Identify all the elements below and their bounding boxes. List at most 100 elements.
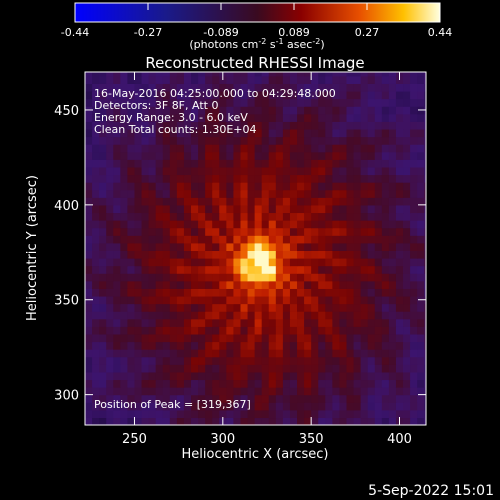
heat-cell xyxy=(240,72,249,77)
heat-cell xyxy=(381,303,390,312)
heat-cell xyxy=(254,265,263,274)
heat-cell xyxy=(297,72,305,77)
heat-cell xyxy=(346,144,355,153)
heat-cell xyxy=(325,402,333,411)
heat-cell xyxy=(176,189,185,198)
heat-cell xyxy=(148,151,157,160)
heat-cell xyxy=(268,83,277,92)
heat-cell xyxy=(304,333,312,343)
heat-cell xyxy=(155,113,164,122)
heat-cell xyxy=(233,280,242,289)
heat-cell xyxy=(134,98,143,107)
heat-cell xyxy=(318,265,326,274)
heat-cell xyxy=(205,364,213,373)
heat-cell xyxy=(282,349,291,358)
heat-cell xyxy=(134,371,143,381)
heat-cell xyxy=(169,265,178,274)
heat-cell xyxy=(141,75,150,84)
heat-cell xyxy=(169,151,178,160)
heat-cell xyxy=(162,265,171,274)
heat-cell xyxy=(198,371,206,381)
heat-cell xyxy=(205,98,213,107)
heat-cell xyxy=(381,349,390,358)
heat-cell xyxy=(254,90,263,100)
heat-cell xyxy=(233,387,242,396)
heat-cell xyxy=(169,303,178,312)
heat-cell xyxy=(113,349,121,358)
heat-cell xyxy=(99,273,107,282)
heat-cell xyxy=(205,212,213,221)
heat-cell xyxy=(346,303,355,312)
heat-cell xyxy=(148,288,157,297)
heat-cell xyxy=(176,174,185,183)
heat-cell xyxy=(148,174,157,183)
heat-cell xyxy=(106,121,114,130)
heat-cell xyxy=(360,151,369,160)
heat-cell xyxy=(275,409,284,419)
heat-cell xyxy=(85,341,93,350)
heat-cell xyxy=(120,364,129,373)
heat-cell xyxy=(247,151,256,160)
heat-cell xyxy=(127,394,136,403)
heat-cell xyxy=(268,333,277,343)
heat-cell xyxy=(417,159,425,168)
heat-cell xyxy=(254,394,263,403)
heat-cell xyxy=(106,189,114,198)
heat-cell xyxy=(134,402,143,411)
heat-cell xyxy=(120,303,129,312)
heat-cell xyxy=(424,394,426,403)
heat-cell xyxy=(141,273,150,282)
heat-cell xyxy=(134,288,143,297)
y-tick-label: 450 xyxy=(54,104,79,119)
heat-cell xyxy=(106,311,114,320)
heat-cell xyxy=(318,136,326,145)
heat-cell xyxy=(141,402,150,411)
heat-cell xyxy=(254,333,263,343)
heat-cell xyxy=(261,288,270,297)
heat-cell xyxy=(240,326,249,335)
heat-cell xyxy=(346,295,355,305)
heat-cell xyxy=(360,136,369,145)
heat-cell xyxy=(233,242,242,251)
heat-cell xyxy=(282,151,291,160)
heat-cell xyxy=(360,387,369,396)
heat-cell xyxy=(381,387,390,396)
heat-cell xyxy=(233,235,242,244)
heat-cell xyxy=(99,311,107,320)
heat-cell xyxy=(92,136,100,145)
heat-cell xyxy=(233,197,242,206)
heat-cell xyxy=(289,113,298,122)
heat-cell xyxy=(148,371,157,381)
heat-cell xyxy=(353,288,362,297)
heat-cell xyxy=(219,220,227,229)
heat-cell xyxy=(381,257,390,267)
heat-cell xyxy=(395,174,404,183)
heat-cell xyxy=(403,212,411,221)
heat-cell xyxy=(134,128,143,138)
heat-cell xyxy=(297,227,305,236)
heat-cell xyxy=(240,151,249,160)
heat-cell xyxy=(219,379,227,388)
heat-cell xyxy=(155,295,164,305)
heat-cell xyxy=(289,265,298,274)
heat-cell xyxy=(212,128,220,138)
heat-cell xyxy=(395,128,404,138)
heat-cell xyxy=(318,341,326,350)
heat-cell xyxy=(297,235,305,244)
heat-cell xyxy=(318,151,326,160)
heat-cell xyxy=(92,83,100,92)
heat-cell xyxy=(275,128,284,138)
heat-cell xyxy=(268,235,277,244)
heat-cell xyxy=(275,394,284,403)
heat-cell xyxy=(275,75,284,84)
heat-cell xyxy=(198,220,206,229)
heat-cell xyxy=(304,356,312,365)
heat-cell xyxy=(127,83,136,92)
heat-cell xyxy=(311,379,319,388)
heat-cell xyxy=(226,402,235,411)
heat-cell xyxy=(254,151,263,160)
heat-cell xyxy=(410,75,418,84)
heat-cell xyxy=(332,98,341,107)
heat-cell xyxy=(346,113,355,122)
heat-cell xyxy=(219,402,227,411)
